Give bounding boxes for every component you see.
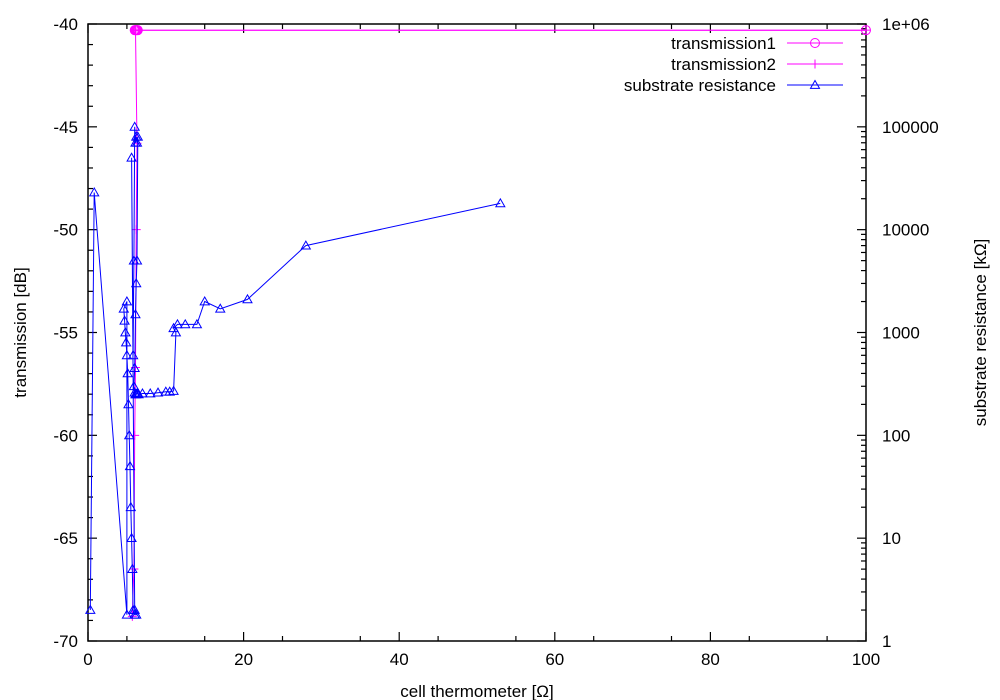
y-tick-label: -45 <box>53 118 78 137</box>
data-point-substrate-resistance <box>126 532 137 543</box>
data-point-substrate-resistance <box>152 387 164 397</box>
y2-tick-label: 10000 <box>882 221 929 240</box>
data-point-substrate-resistance <box>123 398 134 409</box>
data-point-substrate-resistance <box>164 386 176 396</box>
data-point-substrate-resistance <box>124 460 136 471</box>
data-point-substrate-resistance <box>132 131 144 141</box>
legend-marker <box>810 59 820 69</box>
legend-marker <box>810 38 820 48</box>
legend-label: transmission1 <box>671 34 776 53</box>
data-point-substrate-resistance <box>494 197 506 208</box>
data-point-transmission2 <box>861 25 871 35</box>
data-point-substrate-resistance <box>88 186 100 197</box>
data-point-substrate-resistance <box>120 336 132 347</box>
data-point-substrate-resistance <box>121 349 133 360</box>
y2-tick-label: 1e+06 <box>882 15 930 34</box>
data-point-transmission2 <box>134 25 144 35</box>
data-point-substrate-resistance <box>130 277 142 288</box>
data-point-substrate-resistance <box>214 303 226 313</box>
y2-tick-label: 10 <box>882 529 901 548</box>
legend-label: substrate resistance <box>624 76 776 95</box>
y2-tick-label: 1000 <box>882 324 920 343</box>
data-point-substrate-resistance <box>122 367 134 378</box>
data-point-substrate-resistance <box>121 609 133 619</box>
y2-tick-label: 100000 <box>882 118 939 137</box>
data-point-substrate-resistance <box>84 604 96 614</box>
data-point-substrate-resistance <box>133 388 144 399</box>
data-point-substrate-resistance <box>126 563 138 573</box>
y-tick-label: -40 <box>53 15 78 34</box>
data-point-substrate-resistance <box>130 609 142 619</box>
y-tick-label: -55 <box>53 324 78 343</box>
x-tick-label: 0 <box>83 650 92 669</box>
x-tick-label: 100 <box>852 650 880 669</box>
data-point-substrate-resistance <box>126 152 137 162</box>
y-tick-label: -60 <box>53 426 78 445</box>
data-point-substrate-resistance <box>179 318 191 329</box>
data-point-substrate-resistance <box>129 362 141 373</box>
data-point-substrate-resistance <box>121 296 133 306</box>
data-point-substrate-resistance <box>242 293 253 304</box>
legend-label: transmission2 <box>671 55 776 74</box>
series-line-substrate-resistance <box>89 126 501 616</box>
data-point-substrate-resistance <box>137 388 148 398</box>
x-tick-label: 40 <box>390 650 409 669</box>
data-point-substrate-resistance <box>168 385 179 395</box>
data-point-substrate-resistance <box>123 429 135 440</box>
data-point-substrate-resistance <box>119 326 131 337</box>
data-point-substrate-resistance <box>125 501 137 512</box>
y2-tick-label: 1 <box>882 632 891 651</box>
data-point-substrate-resistance <box>172 318 183 329</box>
data-point-substrate-resistance <box>119 315 130 325</box>
legend-marker <box>809 79 821 89</box>
x-axis-label: cell thermometer [Ω] <box>400 682 553 700</box>
y2-tick-label: 100 <box>882 426 910 445</box>
data-point-substrate-resistance <box>199 296 211 306</box>
y-tick-label: -50 <box>53 221 78 240</box>
plot-frame <box>87 23 867 642</box>
x-tick-label: 20 <box>234 650 253 669</box>
data-point-substrate-resistance <box>131 255 143 265</box>
y-tick-label: -70 <box>53 632 78 651</box>
data-point-substrate-resistance <box>118 303 130 313</box>
data-point-substrate-resistance <box>129 121 141 131</box>
data-point-substrate-resistance <box>300 240 312 250</box>
y-axis-label: transmission [dB] <box>11 267 30 397</box>
series-line-transmission2 <box>131 29 866 617</box>
x-tick-label: 60 <box>545 650 564 669</box>
y2-axis-label: substrate resistance [kΩ] <box>971 239 990 427</box>
data-point-substrate-resistance <box>131 137 143 147</box>
y-tick-label: -65 <box>53 529 78 548</box>
x-tick-label: 80 <box>701 650 720 669</box>
data-point-transmission2 <box>131 225 141 235</box>
data-point-substrate-resistance <box>191 318 203 329</box>
legend: transmission1 transmission2 substrate resi… <box>624 34 843 95</box>
data-point-substrate-resistance <box>130 308 141 319</box>
data-point-substrate-resistance <box>129 604 141 614</box>
data-point-substrate-resistance <box>127 349 139 360</box>
data-point-substrate-resistance <box>144 388 156 398</box>
